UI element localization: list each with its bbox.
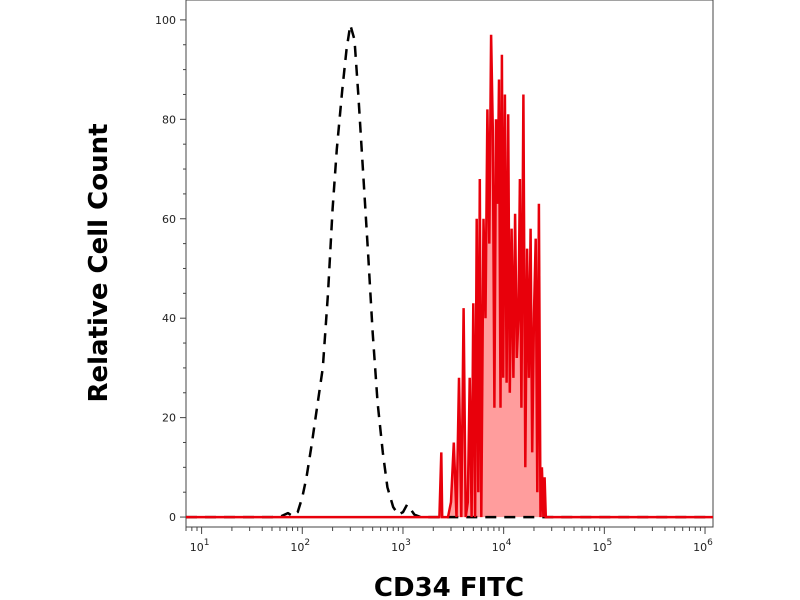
x-axis-ticks: 101 102 103 104 105 106 bbox=[185, 527, 713, 554]
x-tick-label: 106 bbox=[693, 538, 713, 554]
x-tick-label: 101 bbox=[190, 538, 210, 554]
x-tick-label: 105 bbox=[592, 538, 612, 554]
plot-frame bbox=[185, 0, 714, 528]
y-tick-label: 20 bbox=[162, 412, 176, 425]
x-tick-label: 103 bbox=[391, 538, 411, 554]
cd34-histogram-fill bbox=[186, 34, 713, 518]
cd34-histogram-line bbox=[186, 34, 713, 519]
x-axis-title: CD34 FITC bbox=[374, 573, 524, 600]
y-tick-label: 0 bbox=[169, 511, 176, 524]
y-axis-ticks: 0 20 40 60 80 100 bbox=[155, 14, 186, 524]
y-axis-title: Relative Cell Count bbox=[84, 123, 114, 402]
x-tick-label: 104 bbox=[492, 538, 512, 554]
isotype-control-histogram-line bbox=[186, 23, 713, 519]
y-tick-label: 80 bbox=[162, 113, 176, 126]
y-tick-label: 100 bbox=[155, 14, 176, 27]
y-tick-label: 40 bbox=[162, 312, 176, 325]
y-tick-label: 60 bbox=[162, 213, 176, 226]
x-tick-label: 102 bbox=[290, 538, 310, 554]
plot-area bbox=[185, 0, 714, 528]
